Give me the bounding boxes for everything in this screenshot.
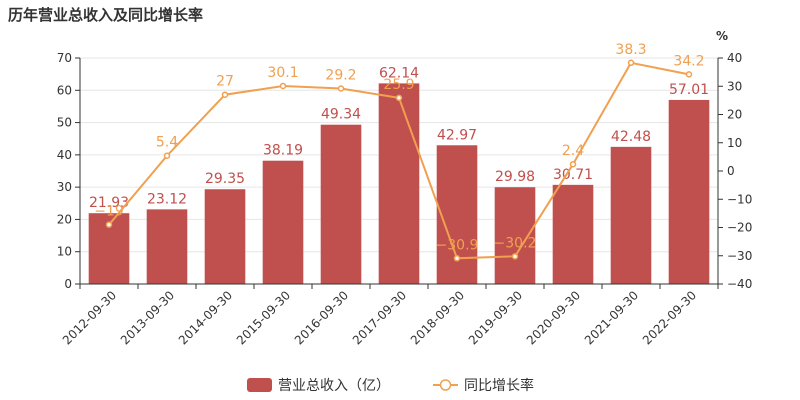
right-axis-unit: % <box>716 29 728 43</box>
x-tick-label: 2021-09-30 <box>582 288 641 347</box>
bar-value-label: 30.71 <box>553 167 593 183</box>
x-tick-label: 2020-09-30 <box>524 288 583 347</box>
line-value-label: 27 <box>216 74 234 90</box>
x-tick-label: 2018-09-30 <box>408 288 467 347</box>
left-tick-label: 50 <box>57 116 72 130</box>
left-tick-label: 40 <box>57 148 72 162</box>
line-point <box>511 253 519 260</box>
bar-value-label: 49.34 <box>321 107 361 123</box>
right-tick-label: 30 <box>727 79 742 93</box>
bar <box>668 99 710 284</box>
line-point <box>569 160 577 168</box>
x-tick-label: 2016-09-30 <box>292 288 351 347</box>
bar-value-label: 29.35 <box>205 171 245 187</box>
right-tick-label: −30 <box>727 249 752 263</box>
x-tick-label: 2022-09-30 <box>640 288 699 347</box>
bar <box>320 124 362 284</box>
line-point <box>453 255 461 262</box>
line-point <box>627 59 635 67</box>
chart-title: 历年营业总收入及同比增长率 <box>8 6 204 24</box>
line-value-label: 2.4 <box>562 143 584 159</box>
bar-value-label: 42.48 <box>611 129 651 145</box>
line-value-label: −30.2 <box>494 235 537 251</box>
left-axis: 0 10 20 30 40 50 60 70 <box>57 51 81 291</box>
line-point <box>685 71 693 78</box>
x-axis: 2012-09-302013-09-302014-09-302015-09-30… <box>60 283 719 347</box>
bar <box>552 184 594 284</box>
legend-bar-label: 营业总收入（亿） <box>278 378 390 394</box>
line-value-label: −30.9 <box>436 237 479 253</box>
x-tick-label: 2015-09-30 <box>234 288 293 347</box>
line-point <box>163 152 171 159</box>
bar <box>436 145 478 284</box>
x-tick-label: 2017-09-30 <box>350 288 409 347</box>
line-value-label: −19 <box>94 204 124 220</box>
line-value-label: 5.4 <box>156 135 178 151</box>
line-value-label: 29.2 <box>325 68 356 84</box>
line-series: −19 5.4 27 30.1 29.2 25.9 −30.9 −30.2 2.4 38.3 34.… <box>94 42 705 262</box>
legend-line-label: 同比增长率 <box>464 377 534 394</box>
bar <box>204 189 246 284</box>
bar-value-label: 57.01 <box>669 82 709 98</box>
bar-value-label: 29.98 <box>495 169 535 185</box>
bar-value-label: 42.97 <box>437 127 477 143</box>
right-tick-label: −40 <box>727 277 752 291</box>
line-value-label: 34.2 <box>673 53 704 69</box>
bar <box>146 209 188 284</box>
bar-value-label: 21.93 <box>89 195 129 211</box>
bar-value-label: 23.12 <box>147 191 187 207</box>
line-point <box>337 85 345 92</box>
x-tick-label: 2013-09-30 <box>118 288 177 347</box>
x-tick-label: 2019-09-30 <box>466 288 525 347</box>
right-tick-label: −20 <box>727 221 752 235</box>
line-point <box>105 221 113 228</box>
line-point <box>279 82 287 90</box>
line-value-label: 25.9 <box>383 77 414 93</box>
line-point <box>221 91 229 98</box>
left-tick-label: 10 <box>57 245 72 259</box>
left-tick-label: 0 <box>64 277 72 291</box>
right-tick-label: 20 <box>727 108 742 122</box>
x-tick-label: 2014-09-30 <box>176 288 235 347</box>
left-tick-label: 60 <box>57 83 72 97</box>
line-value-label: 30.1 <box>267 65 298 81</box>
x-tick-label: 2012-09-30 <box>60 288 119 347</box>
line-point <box>395 94 403 102</box>
right-tick-label: −10 <box>727 192 752 206</box>
bar-value-label: 38.19 <box>263 143 303 159</box>
right-tick-label: 40 <box>727 51 742 65</box>
bar <box>378 83 420 284</box>
left-tick-label: 30 <box>57 180 72 194</box>
right-tick-label: 10 <box>727 136 742 150</box>
line-value-label: 38.3 <box>615 42 646 58</box>
left-tick-label: 70 <box>57 51 72 65</box>
legend-line-marker <box>439 379 452 391</box>
bar <box>610 146 652 284</box>
right-tick-label: 0 <box>727 164 735 178</box>
left-tick-label: 20 <box>57 212 72 226</box>
bar-value-label: 62.14 <box>379 65 419 81</box>
legend-bar-swatch <box>247 378 272 392</box>
bar <box>262 160 304 284</box>
right-axis: −40 −30 −20 −10 0 10 20 30 40% <box>716 29 752 291</box>
legend: 营业总收入（亿） 同比增长率 <box>247 377 534 394</box>
